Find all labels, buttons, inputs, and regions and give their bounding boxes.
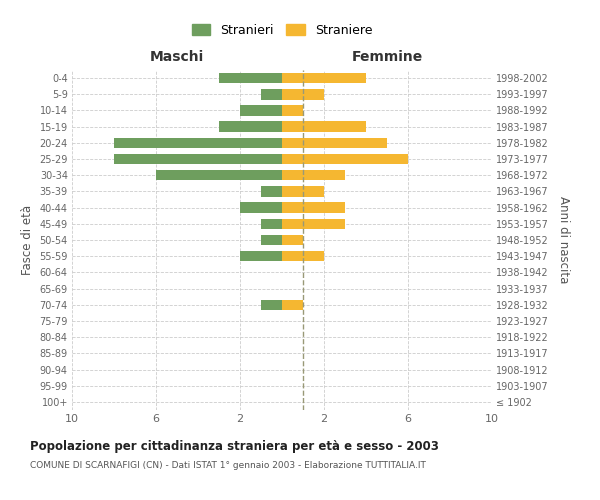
Bar [219, 122, 282, 132]
Text: Femmine: Femmine [352, 50, 422, 64]
Bar [282, 122, 366, 132]
Bar [282, 154, 408, 164]
Bar [114, 154, 282, 164]
Bar [282, 73, 366, 84]
Text: COMUNE DI SCARNAFIGI (CN) - Dati ISTAT 1° gennaio 2003 - Elaborazione TUTTITALIA: COMUNE DI SCARNAFIGI (CN) - Dati ISTAT 1… [30, 460, 426, 469]
Bar [282, 186, 324, 196]
Bar [261, 234, 282, 246]
Bar [282, 89, 324, 100]
Bar [261, 186, 282, 196]
Bar [219, 73, 282, 84]
Bar [261, 300, 282, 310]
Bar [282, 234, 303, 246]
Bar [282, 138, 387, 148]
Bar [282, 251, 324, 262]
Bar [261, 218, 282, 229]
Bar [240, 105, 282, 116]
Bar [114, 138, 282, 148]
Bar [282, 170, 345, 180]
Bar [240, 251, 282, 262]
Bar [240, 202, 282, 213]
Y-axis label: Fasce di età: Fasce di età [21, 205, 34, 275]
Text: Maschi: Maschi [150, 50, 204, 64]
Bar [282, 202, 345, 213]
Y-axis label: Anni di nascita: Anni di nascita [557, 196, 571, 284]
Bar [261, 89, 282, 100]
Text: Popolazione per cittadinanza straniera per età e sesso - 2003: Popolazione per cittadinanza straniera p… [30, 440, 439, 453]
Legend: Stranieri, Straniere: Stranieri, Straniere [187, 18, 377, 42]
Bar [282, 218, 345, 229]
Bar [282, 105, 303, 116]
Bar [282, 300, 303, 310]
Bar [156, 170, 282, 180]
